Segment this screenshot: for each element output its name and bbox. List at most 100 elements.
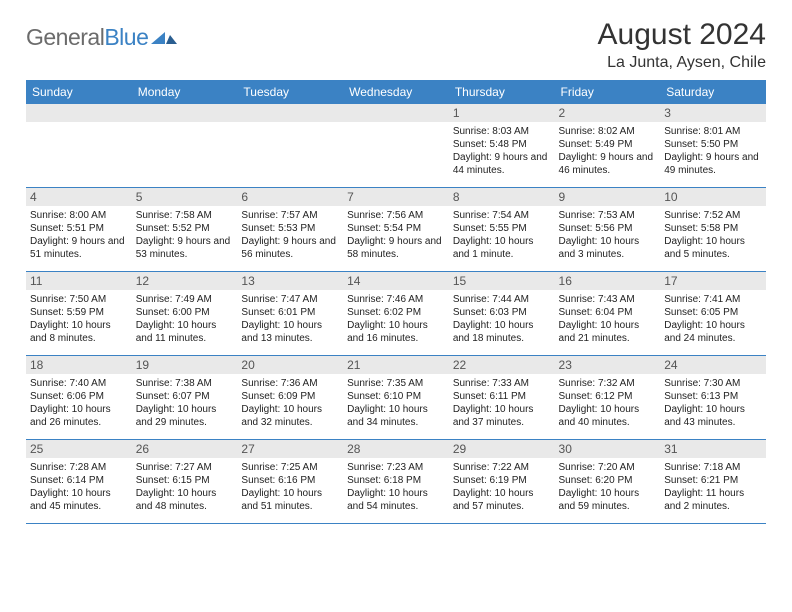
day-cell: 16Sunrise: 7:43 AMSunset: 6:04 PMDayligh…: [555, 272, 661, 356]
sunrise-line: Sunrise: 7:50 AM: [30, 293, 128, 306]
sunrise-line: Sunrise: 7:49 AM: [136, 293, 234, 306]
day-number: 27: [237, 440, 343, 458]
day-cell: 26Sunrise: 7:27 AMSunset: 6:15 PMDayligh…: [132, 440, 238, 524]
day-cell: 23Sunrise: 7:32 AMSunset: 6:12 PMDayligh…: [555, 356, 661, 440]
day-cell: 1Sunrise: 8:03 AMSunset: 5:48 PMDaylight…: [449, 104, 555, 188]
day-number: 16: [555, 272, 661, 290]
weekday-header: Wednesday: [343, 81, 449, 104]
daylight-line: Daylight: 10 hours and 13 minutes.: [241, 319, 339, 345]
day-number: 30: [555, 440, 661, 458]
day-content: Sunrise: 7:57 AMSunset: 5:53 PMDaylight:…: [237, 206, 343, 263]
day-content: Sunrise: 7:56 AMSunset: 5:54 PMDaylight:…: [343, 206, 449, 263]
sunset-line: Sunset: 5:58 PM: [664, 222, 762, 235]
sunrise-line: Sunrise: 8:00 AM: [30, 209, 128, 222]
sunset-line: Sunset: 5:48 PM: [453, 138, 551, 151]
sunset-line: Sunset: 5:55 PM: [453, 222, 551, 235]
sunset-line: Sunset: 5:52 PM: [136, 222, 234, 235]
day-cell: [132, 104, 238, 188]
header: GeneralBlue August 2024 La Junta, Aysen,…: [26, 18, 766, 72]
day-number: 28: [343, 440, 449, 458]
daylight-line: Daylight: 10 hours and 1 minute.: [453, 235, 551, 261]
day-number: 18: [26, 356, 132, 374]
daylight-line: Daylight: 10 hours and 18 minutes.: [453, 319, 551, 345]
sunset-line: Sunset: 6:12 PM: [559, 390, 657, 403]
week-row: 11Sunrise: 7:50 AMSunset: 5:59 PMDayligh…: [26, 272, 766, 356]
sunrise-line: Sunrise: 7:20 AM: [559, 461, 657, 474]
sunset-line: Sunset: 6:14 PM: [30, 474, 128, 487]
sunrise-line: Sunrise: 7:28 AM: [30, 461, 128, 474]
day-content: [237, 122, 343, 127]
sunset-line: Sunset: 6:03 PM: [453, 306, 551, 319]
sunrise-line: Sunrise: 7:33 AM: [453, 377, 551, 390]
day-cell: [26, 104, 132, 188]
daylight-line: Daylight: 10 hours and 51 minutes.: [241, 487, 339, 513]
sunrise-line: Sunrise: 7:32 AM: [559, 377, 657, 390]
sunset-line: Sunset: 6:06 PM: [30, 390, 128, 403]
day-content: Sunrise: 7:28 AMSunset: 6:14 PMDaylight:…: [26, 458, 132, 515]
day-cell: 8Sunrise: 7:54 AMSunset: 5:55 PMDaylight…: [449, 188, 555, 272]
day-number: 3: [660, 104, 766, 122]
day-cell: 22Sunrise: 7:33 AMSunset: 6:11 PMDayligh…: [449, 356, 555, 440]
day-number: [26, 104, 132, 122]
day-cell: 31Sunrise: 7:18 AMSunset: 6:21 PMDayligh…: [660, 440, 766, 524]
sunrise-line: Sunrise: 7:35 AM: [347, 377, 445, 390]
daylight-line: Daylight: 10 hours and 57 minutes.: [453, 487, 551, 513]
day-cell: 13Sunrise: 7:47 AMSunset: 6:01 PMDayligh…: [237, 272, 343, 356]
daylight-line: Daylight: 10 hours and 11 minutes.: [136, 319, 234, 345]
daylight-line: Daylight: 10 hours and 34 minutes.: [347, 403, 445, 429]
day-number: 23: [555, 356, 661, 374]
sunrise-line: Sunrise: 7:57 AM: [241, 209, 339, 222]
day-content: Sunrise: 7:58 AMSunset: 5:52 PMDaylight:…: [132, 206, 238, 263]
sunrise-line: Sunrise: 7:25 AM: [241, 461, 339, 474]
day-content: Sunrise: 7:49 AMSunset: 6:00 PMDaylight:…: [132, 290, 238, 347]
daylight-line: Daylight: 9 hours and 51 minutes.: [30, 235, 128, 261]
sunset-line: Sunset: 5:51 PM: [30, 222, 128, 235]
week-row: 4Sunrise: 8:00 AMSunset: 5:51 PMDaylight…: [26, 188, 766, 272]
day-number: 15: [449, 272, 555, 290]
day-number: 11: [26, 272, 132, 290]
day-number: [343, 104, 449, 122]
logo-mark-icon: [151, 28, 177, 48]
day-cell: 6Sunrise: 7:57 AMSunset: 5:53 PMDaylight…: [237, 188, 343, 272]
day-content: Sunrise: 7:30 AMSunset: 6:13 PMDaylight:…: [660, 374, 766, 431]
weekday-header: Monday: [132, 81, 238, 104]
day-content: Sunrise: 7:22 AMSunset: 6:19 PMDaylight:…: [449, 458, 555, 515]
sunrise-line: Sunrise: 7:40 AM: [30, 377, 128, 390]
weekday-header: Sunday: [26, 81, 132, 104]
location: La Junta, Aysen, Chile: [598, 54, 766, 72]
sunrise-line: Sunrise: 7:44 AM: [453, 293, 551, 306]
sunset-line: Sunset: 5:53 PM: [241, 222, 339, 235]
daylight-line: Daylight: 10 hours and 59 minutes.: [559, 487, 657, 513]
title-block: August 2024 La Junta, Aysen, Chile: [598, 18, 766, 72]
day-cell: 19Sunrise: 7:38 AMSunset: 6:07 PMDayligh…: [132, 356, 238, 440]
day-content: Sunrise: 7:53 AMSunset: 5:56 PMDaylight:…: [555, 206, 661, 263]
day-number: 21: [343, 356, 449, 374]
weekday-header: Friday: [555, 81, 661, 104]
day-cell: [237, 104, 343, 188]
day-cell: 21Sunrise: 7:35 AMSunset: 6:10 PMDayligh…: [343, 356, 449, 440]
calendar-table: Sunday Monday Tuesday Wednesday Thursday…: [26, 80, 766, 524]
sunrise-line: Sunrise: 7:53 AM: [559, 209, 657, 222]
calendar-page: GeneralBlue August 2024 La Junta, Aysen,…: [0, 0, 792, 534]
day-number: 5: [132, 188, 238, 206]
sunrise-line: Sunrise: 7:47 AM: [241, 293, 339, 306]
day-content: Sunrise: 8:01 AMSunset: 5:50 PMDaylight:…: [660, 122, 766, 179]
sunrise-line: Sunrise: 7:18 AM: [664, 461, 762, 474]
day-cell: [343, 104, 449, 188]
daylight-line: Daylight: 9 hours and 56 minutes.: [241, 235, 339, 261]
sunset-line: Sunset: 6:01 PM: [241, 306, 339, 319]
day-cell: 25Sunrise: 7:28 AMSunset: 6:14 PMDayligh…: [26, 440, 132, 524]
sunset-line: Sunset: 5:54 PM: [347, 222, 445, 235]
daylight-line: Daylight: 10 hours and 8 minutes.: [30, 319, 128, 345]
weekday-row: Sunday Monday Tuesday Wednesday Thursday…: [26, 81, 766, 104]
day-number: 6: [237, 188, 343, 206]
day-number: 8: [449, 188, 555, 206]
day-number: 9: [555, 188, 661, 206]
day-cell: 14Sunrise: 7:46 AMSunset: 6:02 PMDayligh…: [343, 272, 449, 356]
daylight-line: Daylight: 10 hours and 21 minutes.: [559, 319, 657, 345]
day-content: Sunrise: 7:50 AMSunset: 5:59 PMDaylight:…: [26, 290, 132, 347]
sunset-line: Sunset: 5:59 PM: [30, 306, 128, 319]
sunset-line: Sunset: 6:09 PM: [241, 390, 339, 403]
sunset-line: Sunset: 6:13 PM: [664, 390, 762, 403]
day-content: Sunrise: 8:03 AMSunset: 5:48 PMDaylight:…: [449, 122, 555, 179]
